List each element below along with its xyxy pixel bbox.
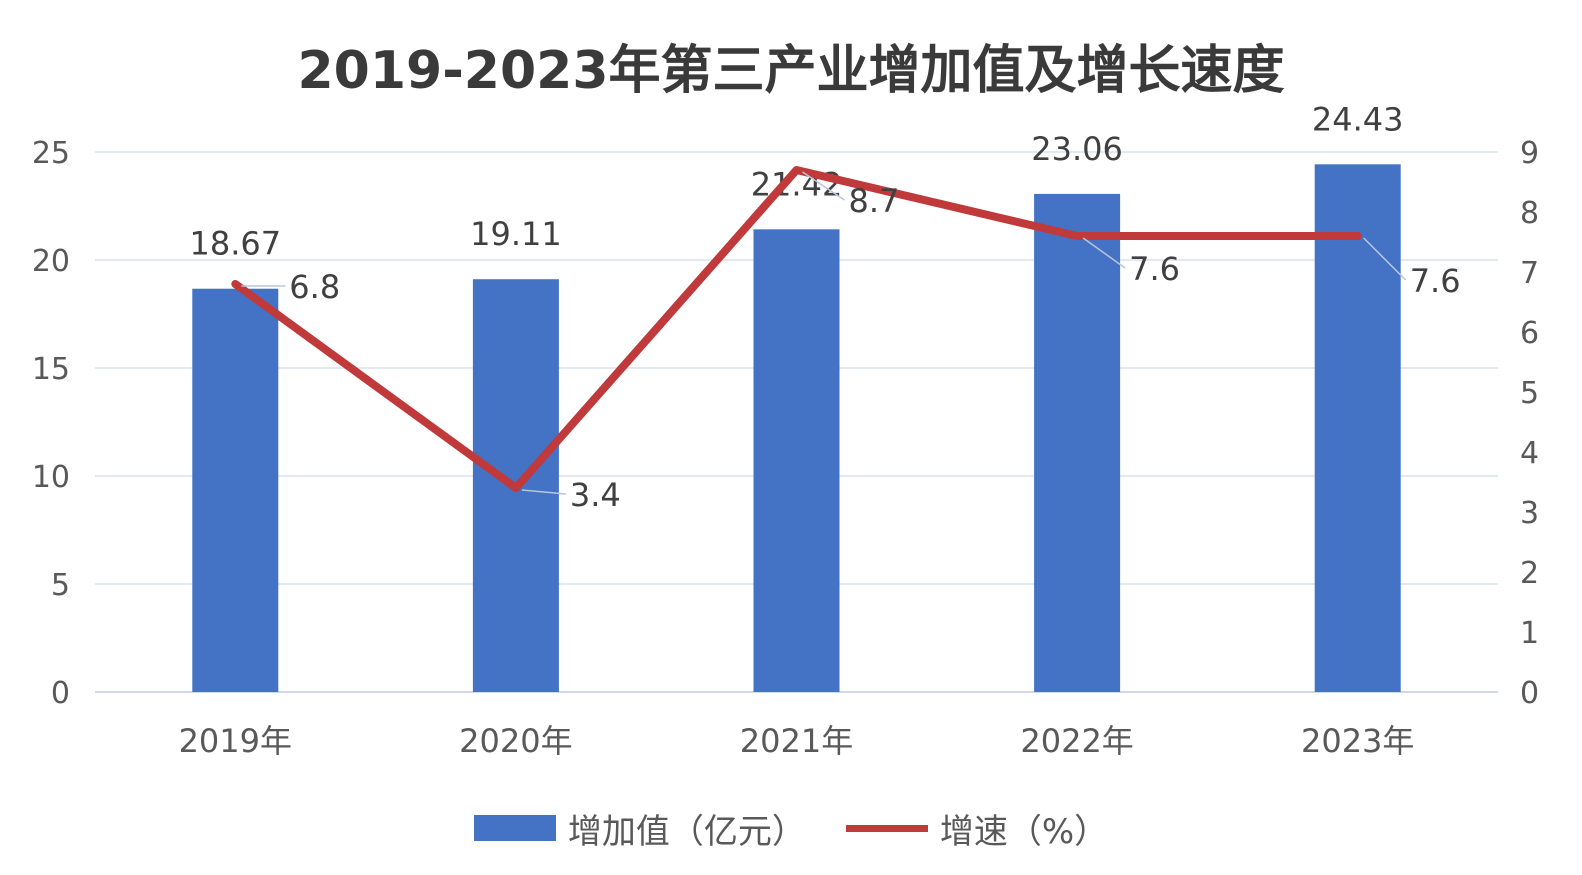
- line-value-label: 7.6: [1129, 250, 1180, 288]
- legend-line-label: 增速（%）: [939, 811, 1109, 852]
- y-right-tick: 2: [1520, 556, 1539, 591]
- legend-item-bar: 增加值（亿元）: [473, 804, 806, 853]
- y-right-tick: 4: [1520, 436, 1539, 471]
- bar: [753, 229, 840, 692]
- line-label-leader: [1082, 237, 1126, 269]
- line-label-leader: [802, 171, 845, 201]
- line-value-label: 6.8: [289, 268, 340, 306]
- y-left-tick: 0: [51, 676, 70, 711]
- y-left-tick: 25: [32, 136, 70, 171]
- legend-bar-swatch: [473, 815, 556, 841]
- y-right-tick: 3: [1520, 496, 1539, 531]
- x-tick: 2023年: [1301, 722, 1414, 760]
- line-series: [231, 166, 1362, 492]
- x-tick: 2022年: [1020, 722, 1133, 760]
- line-value-label: 3.4: [570, 476, 621, 514]
- y-right-tick: 6: [1520, 316, 1539, 351]
- bar-value-label: 18.67: [189, 225, 281, 263]
- y-left-tick: 10: [32, 460, 70, 495]
- legend-line-swatch: [845, 824, 928, 832]
- bar-value-label: 19.11: [470, 215, 562, 253]
- y-left-tick: 5: [51, 568, 70, 603]
- line-value-label: 7.6: [1410, 262, 1461, 300]
- y-right-tick: 9: [1520, 136, 1539, 171]
- x-tick: 2019年: [179, 722, 292, 760]
- x-tick: 2020年: [459, 722, 572, 760]
- y-right-tick: 1: [1520, 616, 1539, 651]
- line-value-label: 8.7: [849, 182, 900, 220]
- bar: [192, 288, 279, 692]
- bar: [1034, 193, 1121, 693]
- line-label-leader: [1363, 237, 1407, 281]
- bar-value-label: 24.43: [1312, 100, 1404, 138]
- x-tick: 2021年: [740, 722, 853, 760]
- y-right-tick: 8: [1520, 196, 1539, 231]
- legend: 增加值（亿元） 增速（%）: [0, 800, 1582, 856]
- y-right-tick: 5: [1520, 376, 1539, 411]
- y-right-tick: 0: [1520, 676, 1539, 711]
- y-left-tick: 15: [32, 352, 70, 387]
- bar: [1314, 164, 1401, 692]
- y-right-tick: 7: [1520, 256, 1539, 291]
- legend-item-line: 增速（%）: [845, 804, 1109, 853]
- chart-title: 2019-2023年第三产业增加值及增长速度: [297, 41, 1285, 101]
- legend-bar-label: 增加值（亿元）: [567, 811, 806, 852]
- bar-value-label: 23.06: [1031, 130, 1123, 168]
- line-label-leader: [521, 489, 566, 495]
- y-left-tick: 20: [32, 244, 70, 279]
